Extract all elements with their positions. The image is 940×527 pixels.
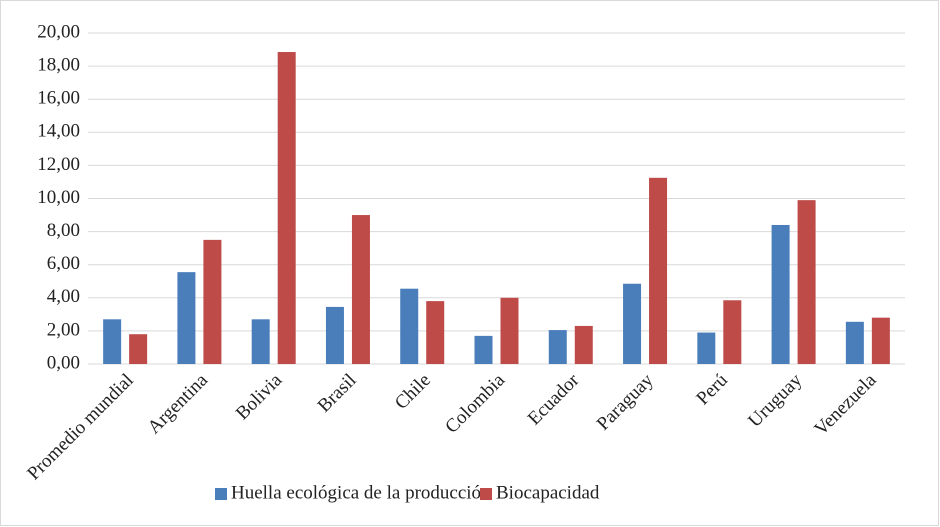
y-tick-label: 12,00	[37, 154, 80, 175]
bar	[797, 200, 816, 364]
y-tick-label: 18,00	[37, 54, 80, 75]
bar	[500, 297, 519, 364]
bar	[277, 52, 296, 364]
y-tick-label: 10,00	[37, 187, 80, 208]
bar	[871, 317, 890, 364]
bar	[574, 325, 593, 364]
y-tick-label: 6,00	[47, 253, 80, 274]
bar	[103, 319, 122, 364]
bar	[845, 321, 864, 364]
legend-label: Biocapacidad	[496, 482, 600, 503]
bar	[623, 283, 642, 364]
bar	[697, 332, 716, 364]
bar	[177, 272, 196, 364]
y-tick-label: 2,00	[47, 319, 80, 340]
bar	[400, 288, 419, 364]
y-tick-label: 8,00	[47, 220, 80, 241]
legend-label: Huella ecológica de la producción	[231, 482, 491, 503]
y-tick-label: 16,00	[37, 88, 80, 109]
bar	[426, 301, 445, 364]
bar	[474, 335, 493, 364]
y-tick-label: 0,00	[47, 352, 80, 373]
bar	[203, 239, 222, 364]
legend-swatch	[480, 488, 492, 500]
bar	[649, 177, 668, 364]
y-tick-label: 4,00	[47, 286, 80, 307]
y-tick-label: 20,00	[37, 21, 80, 42]
bar	[723, 300, 742, 364]
bar	[325, 306, 344, 364]
y-tick-label: 14,00	[37, 121, 80, 142]
bar	[548, 330, 567, 364]
bar	[129, 334, 148, 364]
bar	[351, 215, 370, 364]
bar	[771, 224, 790, 364]
bar	[251, 319, 270, 364]
legend-swatch	[215, 488, 227, 500]
